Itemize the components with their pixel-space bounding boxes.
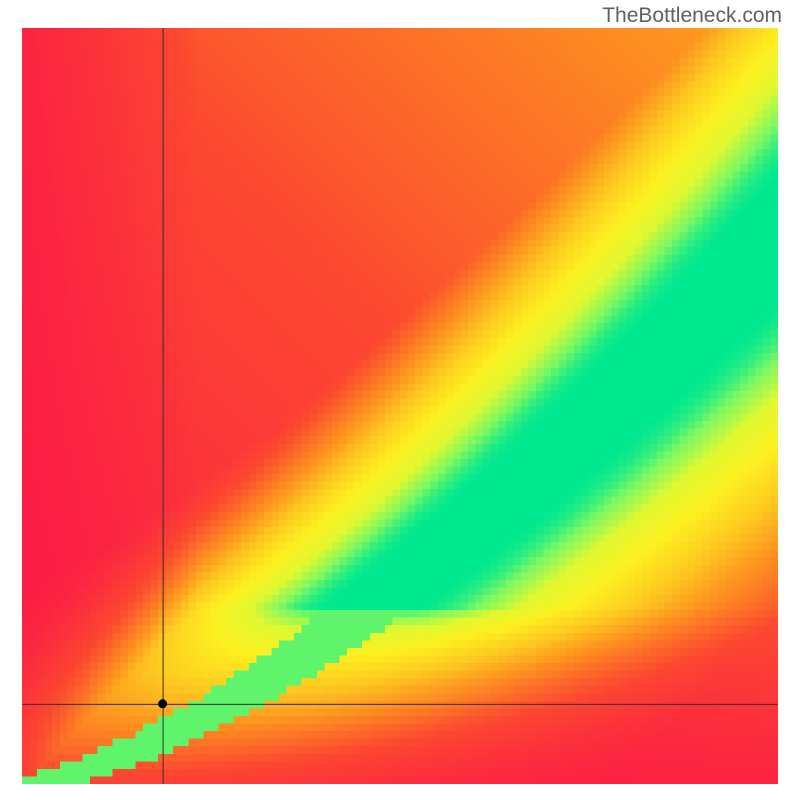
plot-area [22, 28, 778, 784]
crosshair-overlay [22, 28, 778, 784]
chart-container: TheBottleneck.com [0, 0, 800, 800]
watermark-text: TheBottleneck.com [602, 4, 782, 28]
